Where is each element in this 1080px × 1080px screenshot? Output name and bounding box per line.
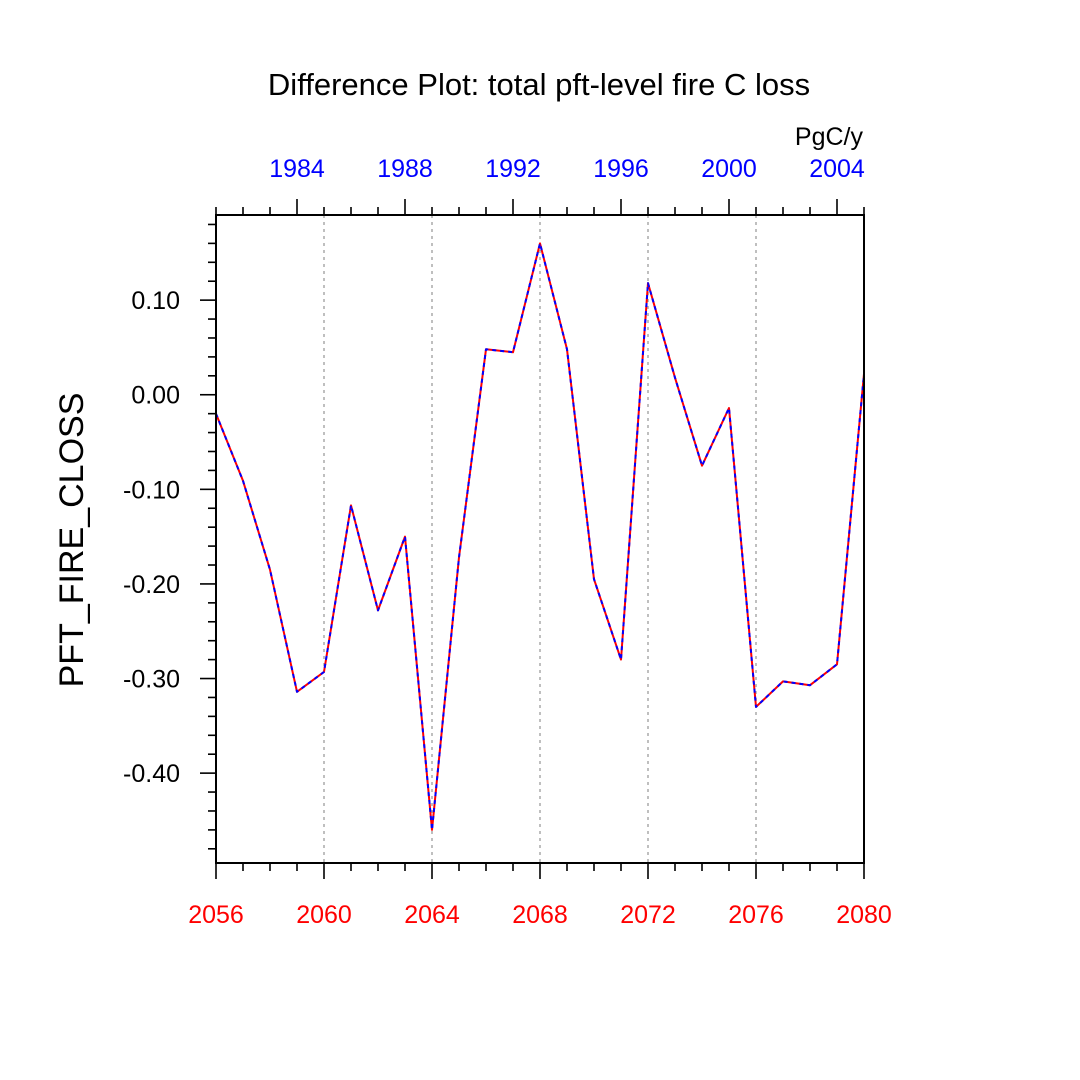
units-label: PgC/y: [795, 123, 864, 151]
x-tick-label: 2056: [188, 901, 244, 929]
y-tick-label: -0.10: [123, 476, 180, 504]
series-line-dash: [215, 242, 865, 831]
x-tick-label: 2060: [296, 901, 352, 929]
top-tick-label: 2000: [701, 155, 757, 183]
x-tick-label: 2064: [404, 901, 460, 929]
y-tick-label: 0.10: [131, 287, 180, 315]
axis-ticks: [200, 199, 865, 879]
gridlines: [323, 215, 757, 863]
x-tick-label: 2072: [620, 901, 676, 929]
y-axis-label: PFT_FIRE_CLOSS: [53, 393, 91, 688]
top-tick-label: 1996: [593, 155, 649, 183]
x-tick-label: 2076: [728, 901, 784, 929]
tick-labels: 2056 2060 2064 2068 2072 2076 2080 1984 1988 1992…: [123, 155, 892, 929]
top-tick-label: 1988: [377, 155, 433, 183]
x-tick-label: 2080: [836, 901, 892, 929]
top-tick-label: 2004: [809, 155, 865, 183]
top-tick-label: 1992: [485, 155, 541, 183]
top-tick-label: 1984: [269, 155, 325, 183]
x-tick-label: 2068: [512, 901, 568, 929]
chart-title: Difference Plot: total pft-level fire C …: [268, 67, 810, 102]
y-tick-label: -0.40: [123, 760, 180, 788]
y-tick-label: 0.00: [131, 382, 180, 410]
data-series: [215, 242, 865, 831]
y-tick-label: -0.20: [123, 571, 180, 599]
y-tick-label: -0.30: [123, 666, 180, 694]
